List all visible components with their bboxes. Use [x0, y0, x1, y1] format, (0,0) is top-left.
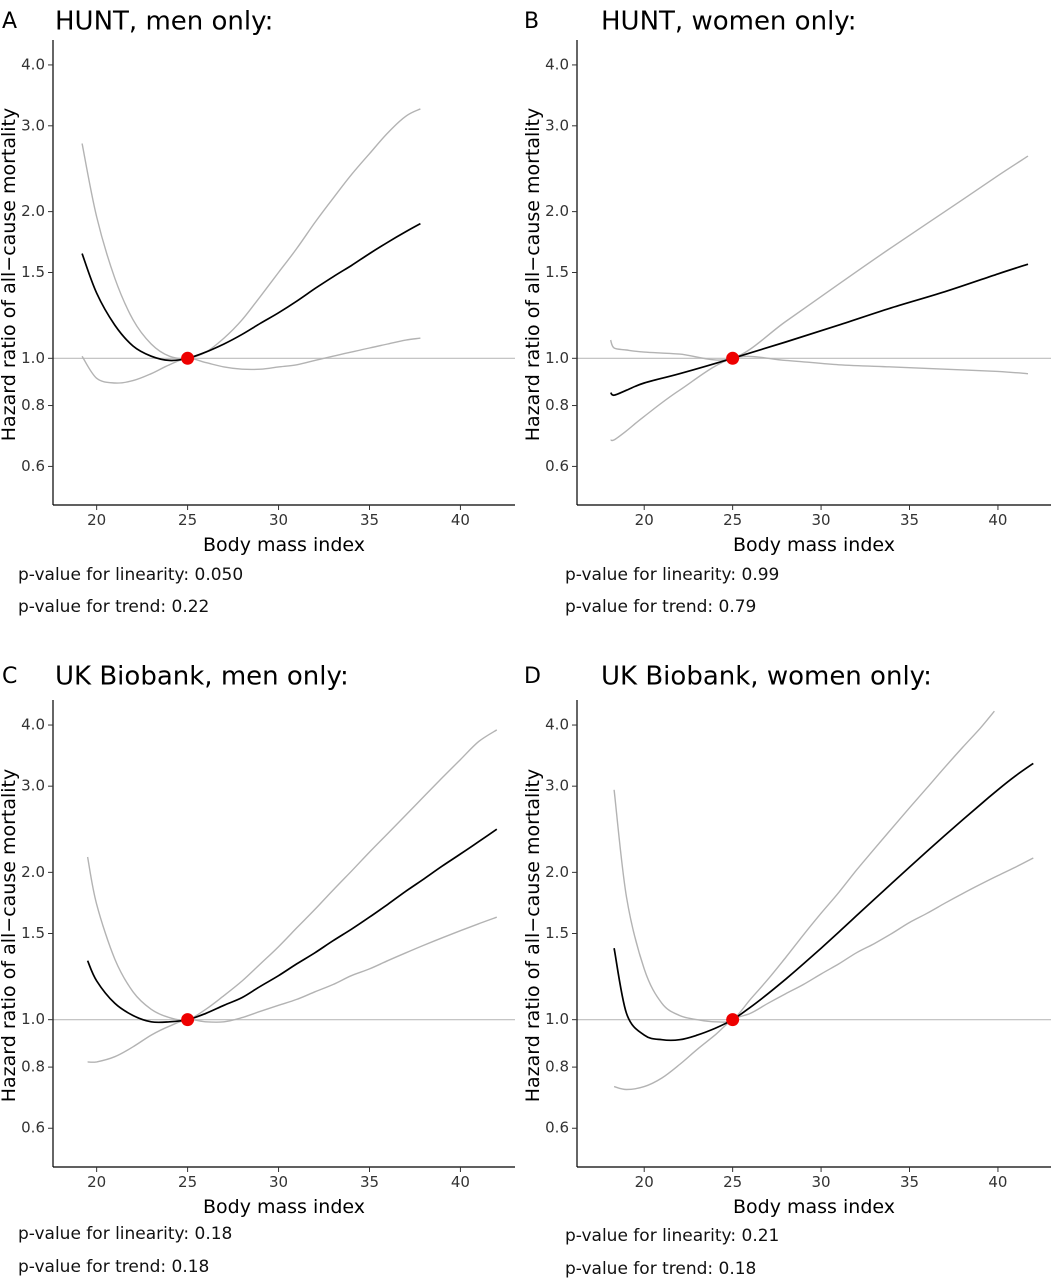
panel-d-reference-point [726, 1013, 740, 1027]
panel-b-x-tick-label: 25 [723, 511, 742, 529]
panel-b-upper-curve [609, 155, 1029, 361]
panel-d-x-tick-label: 40 [988, 1173, 1007, 1191]
panel-d-y-tick-label: 2.0 [545, 863, 569, 881]
panel-a-y-tick-label: 3.0 [21, 116, 45, 134]
panel-a-x-tick-label: 40 [451, 511, 470, 529]
panel-b-title: HUNT, women only: [601, 7, 857, 37]
panel-c-letter: C [2, 664, 17, 689]
panel-c-y-tick-label: 1.5 [21, 924, 45, 942]
panel-b-trend-pvalue: p-value for trend: 0.79 [565, 597, 757, 617]
panel-d-linearity-pvalue: p-value for linearity: 0.21 [565, 1226, 780, 1246]
panel-b: B HUNT, women only: 0.6 0.8 1.0 1.5 2.0 3.0 4.0 2… [522, 7, 1051, 556]
panel-a-x-axis-title: Body mass index [203, 534, 365, 556]
panel-d-y-tick-label: 3.0 [545, 777, 569, 795]
panel-b-y-tick-label: 3.0 [545, 116, 569, 134]
panel-a-x-tick-label: 30 [269, 511, 288, 529]
panel-b-linearity-pvalue: p-value for linearity: 0.99 [565, 565, 780, 585]
panel-b-x-tick-label: 40 [988, 511, 1007, 529]
panel-d-x-tick-label: 30 [812, 1173, 831, 1191]
panel-a-estimate-curve [81, 222, 421, 362]
panel-a-reference-point [181, 351, 195, 365]
panel-c-y-tick-label: 0.6 [21, 1119, 45, 1137]
panel-d-estimate-curve [613, 762, 1034, 1042]
panel-a-letter: A [2, 9, 17, 34]
panel-b-x-tick-label: 30 [812, 511, 831, 529]
panel-c-y-tick-label: 4.0 [21, 716, 45, 734]
panel-b-x-axis-title: Body mass index [733, 534, 895, 556]
panel-d-y-tick-label: 0.8 [545, 1058, 569, 1076]
panel-c-x-tick-label: 30 [269, 1173, 288, 1191]
panel-c-x-axis-title: Body mass index [203, 1196, 365, 1218]
panel-b-y-tick-label: 2.0 [545, 202, 569, 220]
panel-a-x-tick-label: 25 [178, 511, 197, 529]
panel-b-y-tick-label: 4.0 [545, 55, 569, 73]
panel-d-y-tick-label: 4.0 [545, 716, 569, 734]
panel-a-title: HUNT, men only: [55, 7, 273, 37]
panel-a-linearity-pvalue: p-value for linearity: 0.050 [18, 565, 244, 585]
panel-c-y-tick-label: 1.0 [21, 1010, 45, 1028]
panel-b-x-tick-label: 35 [900, 511, 919, 529]
panel-d-trend-pvalue: p-value for trend: 0.18 [565, 1259, 757, 1279]
panel-d-y-tick-label: 1.5 [545, 924, 569, 942]
panel-c-x-tick-label: 35 [360, 1173, 379, 1191]
panel-d-y-axis-title: Hazard ratio of all−cause mortality [522, 769, 544, 1103]
panel-c-lower-curve [87, 916, 498, 1063]
panel-d-x-tick-label: 35 [900, 1173, 919, 1191]
panel-b-letter: B [524, 9, 539, 34]
panel-b-y-tick-label: 0.8 [545, 396, 569, 414]
panel-a-upper-curve [81, 108, 421, 360]
panel-c-linearity-pvalue: p-value for linearity: 0.18 [18, 1224, 233, 1244]
panel-b-y-tick-label: 1.5 [545, 263, 569, 281]
panel-c-y-tick-label: 3.0 [21, 777, 45, 795]
panel-d-y-tick-label: 1.0 [545, 1010, 569, 1028]
panel-a-y-tick-label: 0.8 [21, 396, 45, 414]
panel-a-x-tick-label: 20 [87, 511, 106, 529]
panel-c-y-tick-label: 0.8 [21, 1058, 45, 1076]
panel-c-x-tick-label: 25 [178, 1173, 197, 1191]
panel-d-y-tick-label: 0.6 [545, 1119, 569, 1137]
panel-b-reference-point [726, 351, 740, 365]
panel-a-y-tick-label: 2.0 [21, 202, 45, 220]
panel-b-y-tick-label: 0.6 [545, 457, 569, 475]
panel-b-estimate-curve [609, 263, 1029, 397]
panel-c-y-axis-title: Hazard ratio of all−cause mortality [0, 769, 20, 1103]
panel-b-x-tick-label: 20 [635, 511, 654, 529]
panel-c: C UK Biobank, men only: 0.6 0.8 1.0 1.5 2.0 3.0… [0, 662, 515, 1218]
panel-a: A HUNT, men only: 0.6 0.8 1.0 1.5 2.0 3.0 4.0 20 2… [0, 7, 515, 556]
panel-a-y-tick-label: 1.0 [21, 349, 45, 367]
panel-b-y-tick-label: 1.0 [545, 349, 569, 367]
panel-c-trend-pvalue: p-value for trend: 0.18 [18, 1257, 210, 1277]
panel-c-reference-point [181, 1013, 195, 1027]
panel-c-x-tick-label: 40 [451, 1173, 470, 1191]
panel-c-x-tick-label: 20 [87, 1173, 106, 1191]
panel-d-lower-curve [613, 857, 1034, 1091]
panel-c-estimate-curve [86, 828, 498, 1024]
panel-d-title: UK Biobank, women only: [601, 662, 932, 692]
panel-d-x-axis-title: Body mass index [733, 1196, 895, 1218]
panel-d-x-tick-label: 25 [723, 1173, 742, 1191]
panel-a-lower-curve [81, 337, 421, 384]
panel-a-y-axis-title: Hazard ratio of all−cause mortality [0, 108, 20, 442]
panel-c-title: UK Biobank, men only: [55, 662, 349, 692]
panel-c-upper-curve [86, 729, 498, 1021]
panel-a-y-tick-label: 1.5 [21, 263, 45, 281]
panel-a-x-tick-label: 35 [360, 511, 379, 529]
panel-b-lower-curve [610, 355, 1029, 442]
panel-d-upper-curve [613, 710, 995, 1023]
panel-a-y-tick-label: 4.0 [21, 55, 45, 73]
panel-a-trend-pvalue: p-value for trend: 0.22 [18, 597, 210, 617]
panel-d: D UK Biobank, women only: 0.6 0.8 1.0 1.5 2.0 3… [522, 662, 1051, 1218]
panel-d-x-tick-label: 20 [635, 1173, 654, 1191]
panel-d-letter: D [524, 664, 541, 689]
panel-c-y-tick-label: 2.0 [21, 863, 45, 881]
panel-a-y-tick-label: 0.6 [21, 457, 45, 475]
panel-b-y-axis-title: Hazard ratio of all−cause mortality [522, 108, 544, 442]
